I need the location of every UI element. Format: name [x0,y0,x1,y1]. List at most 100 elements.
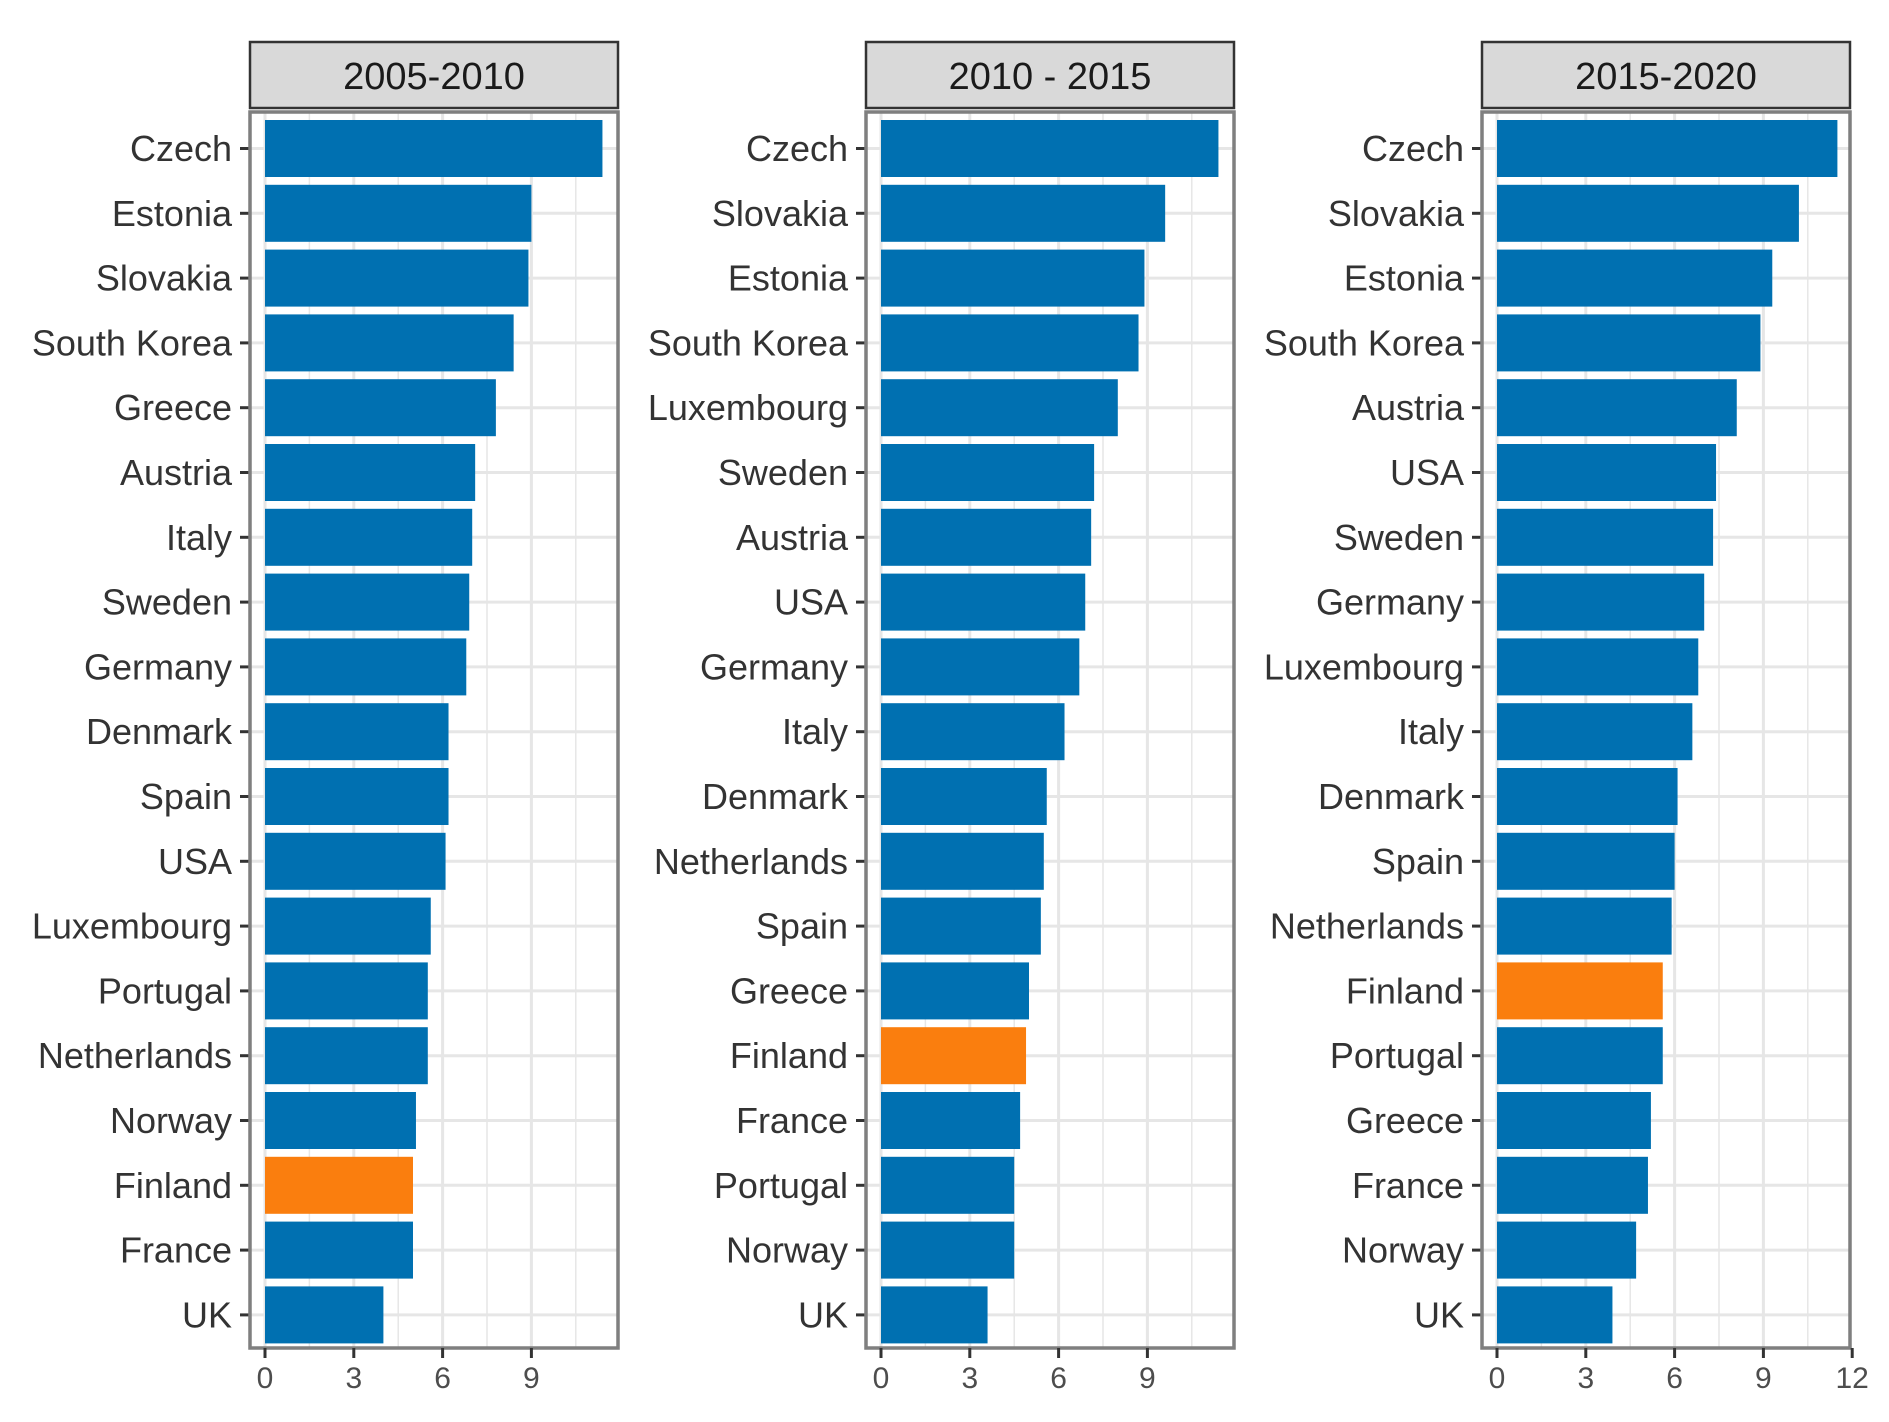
category-label: Netherlands [1270,906,1464,947]
bar-germany [1497,573,1705,631]
category-label: Austria [736,517,849,558]
category-label: Spain [756,906,848,947]
x-tick-label: 3 [961,1362,978,1395]
category-label: Finland [114,1165,232,1206]
x-tick-label: 3 [1577,1362,1594,1395]
bar-south-korea [1497,314,1761,372]
bar-austria [881,508,1092,566]
bar-luxembourg [1497,638,1699,696]
category-label: Denmark [1318,776,1465,817]
facet-strip [248,40,620,110]
bar-finland [1497,962,1663,1020]
category-label: France [736,1100,848,1141]
bar-netherlands [881,832,1044,890]
category-label: Austria [120,452,233,493]
x-tick-label: 6 [1050,1362,1067,1395]
bar-denmark [881,768,1047,825]
category-label: Italy [782,711,848,752]
bar-greece [1497,1092,1651,1149]
bar-sweden [265,573,470,631]
bar-luxembourg [881,379,1118,437]
category-label: Austria [1352,387,1465,428]
category-label: Luxembourg [32,906,232,947]
category-label: Sweden [718,452,848,493]
facet-strip [1480,40,1852,110]
x-tick-label: 0 [873,1362,890,1395]
category-label: Greece [1346,1100,1464,1141]
bar-usa [265,832,446,890]
category-label: Germany [1316,582,1464,623]
bar-slovakia [265,249,529,307]
bar-portugal [1497,1027,1663,1085]
category-label: Netherlands [654,841,848,882]
category-label: Czech [130,128,232,169]
bar-uk [1497,1286,1613,1344]
bar-denmark [265,703,449,761]
category-label: Norway [1342,1230,1464,1271]
category-label: Germany [700,646,848,687]
bar-italy [881,703,1065,761]
bar-austria [265,444,476,501]
bar-italy [265,508,473,566]
category-label: France [120,1230,232,1271]
category-label: Germany [84,646,232,687]
category-label: Luxembourg [1264,646,1464,687]
bar-spain [1497,832,1675,890]
bar-italy [1497,703,1693,761]
bar-slovakia [1497,184,1799,242]
bar-spain [265,768,449,825]
category-label: Denmark [702,776,849,817]
bar-germany [265,638,467,696]
bar-uk [881,1286,988,1344]
category-label: Italy [166,517,232,558]
bar-estonia [1497,249,1773,307]
bar-france [1497,1156,1648,1214]
x-tick-label: 6 [1666,1362,1683,1395]
category-label: Czech [1362,128,1464,169]
bar-netherlands [265,1027,428,1085]
category-label: Spain [1372,841,1464,882]
category-label: South Korea [1264,322,1465,363]
bar-greece [265,379,496,437]
bar-sweden [881,444,1095,501]
bar-france [265,1221,413,1279]
bar-spain [881,897,1041,955]
facet-strip [864,40,1236,110]
category-label: Finland [730,1035,848,1076]
bar-slovakia [881,184,1166,242]
bar-luxembourg [265,897,431,955]
bar-czech [265,120,603,177]
x-tick-label: 12 [1836,1362,1869,1395]
bar-france [881,1092,1021,1149]
x-tick-label: 6 [434,1362,451,1395]
bar-south-korea [881,314,1139,372]
category-label: USA [1390,452,1464,493]
category-label: Greece [730,970,848,1011]
category-label: Italy [1398,711,1464,752]
category-label: Portugal [1330,1035,1464,1076]
category-label: Estonia [728,258,849,299]
category-label: Slovakia [1328,193,1465,234]
bar-norway [265,1092,416,1149]
category-label: Estonia [112,193,233,234]
facet-title: 2015-2020 [1575,56,1757,98]
category-label: Netherlands [38,1035,232,1076]
bar-germany [881,638,1080,696]
bar-norway [881,1221,1015,1279]
category-label: South Korea [648,322,849,363]
panel-border [1480,110,1852,1350]
x-tick-label: 9 [1755,1362,1772,1395]
bar-south-korea [265,314,514,372]
category-label: UK [182,1294,232,1335]
category-label: Spain [140,776,232,817]
category-label: USA [158,841,232,882]
category-label: Portugal [98,970,232,1011]
facet-title: 2010 - 2015 [949,56,1152,98]
bar-netherlands [1497,897,1672,955]
bar-czech [881,120,1219,177]
category-label: Estonia [1344,258,1465,299]
bar-sweden [1497,508,1714,566]
x-tick-label: 0 [1489,1362,1506,1395]
category-label: USA [774,582,848,623]
